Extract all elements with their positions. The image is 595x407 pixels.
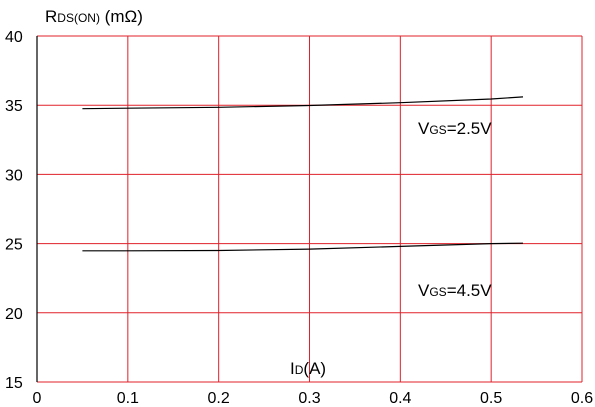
series-lines [82, 96, 524, 252]
series-label-vgs-2-5v: VGS=2.5V [418, 119, 492, 138]
y-tick-label: 25 [5, 237, 23, 254]
x-tick-label: 0.5 [480, 390, 502, 407]
y-tick-label: 20 [5, 306, 23, 323]
y-tick-label: 30 [5, 167, 23, 184]
x-tick-label: 0.1 [117, 390, 139, 407]
x-tick-label: 0.6 [571, 390, 593, 407]
series-line-vgs-2-5v [82, 96, 524, 110]
series-line-vgs-4-5v [82, 242, 524, 252]
y-axis-label: RDS(ON) (mΩ) [45, 7, 143, 26]
x-tick-label: 0.3 [298, 390, 320, 407]
x-tick-label: 0.4 [389, 390, 411, 407]
grid [36, 35, 583, 383]
x-tick-label: 0.2 [208, 390, 230, 407]
y-tick-label: 15 [5, 375, 23, 392]
x-tick-label: 0 [33, 390, 42, 407]
y-tick-label: 35 [5, 98, 23, 115]
y-tick-label: 40 [5, 29, 23, 46]
series-label-vgs-4-5v: VGS=4.5V [418, 281, 492, 300]
x-axis-label: ID(A) [290, 359, 326, 378]
tick-labels: 0 0.1 0.2 0.3 0.4 0.5 0.6 15 20 25 30 35 40 [5, 29, 593, 407]
